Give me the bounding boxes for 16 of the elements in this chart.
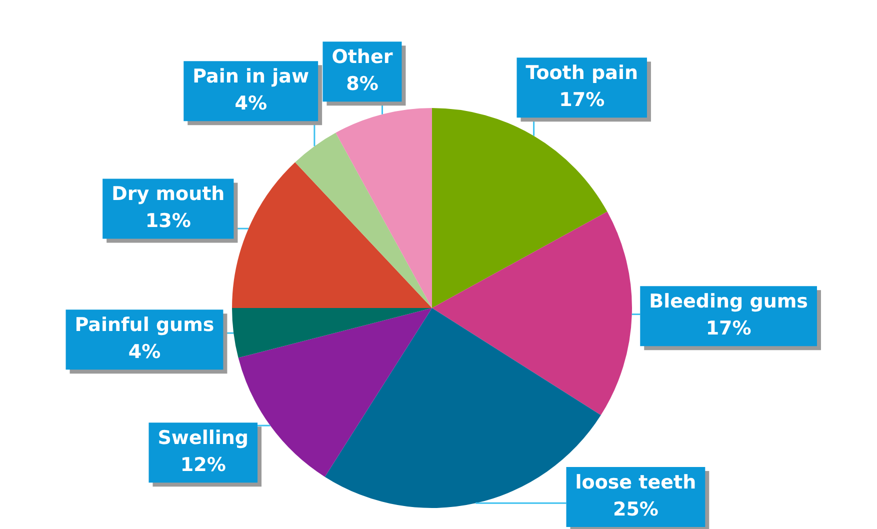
- data-label: 17%: [559, 89, 605, 112]
- slice-label: Painful gums: [74, 314, 214, 336]
- slice-label: Tooth pain: [526, 62, 638, 84]
- data-label: 25%: [612, 498, 658, 520]
- slice-label: Other: [332, 46, 394, 68]
- slice-label: Pain in jaw: [192, 66, 310, 88]
- data-label: 12%: [180, 454, 226, 476]
- slice-label: Dry mouth: [112, 183, 225, 206]
- data-label: 4%: [128, 341, 161, 364]
- data-label: 8%: [346, 73, 378, 96]
- slice-label: Bleeding gums: [649, 290, 808, 313]
- slice-label: loose teeth: [575, 471, 696, 494]
- data-label: 4%: [234, 92, 267, 115]
- data-label: 17%: [706, 318, 752, 340]
- data-label: 13%: [145, 210, 191, 232]
- slice-label: Swelling: [158, 427, 249, 450]
